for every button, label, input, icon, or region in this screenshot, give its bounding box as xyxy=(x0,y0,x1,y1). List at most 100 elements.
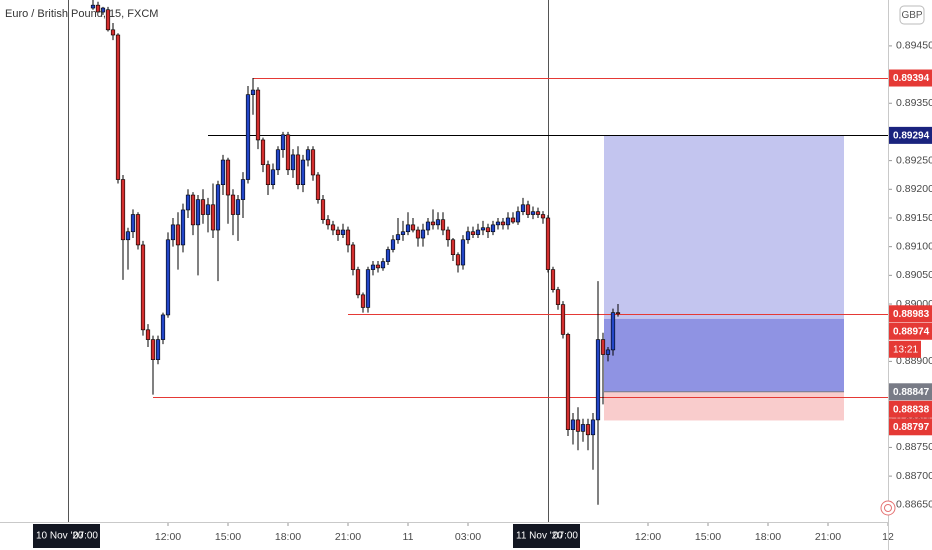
candle-body xyxy=(485,227,491,233)
candle-body xyxy=(285,134,291,171)
price-label-box xyxy=(889,69,932,87)
session-label-box xyxy=(513,524,580,548)
y-tick-label: 0.88750 xyxy=(896,441,932,453)
candle-body xyxy=(460,239,466,266)
candle-body xyxy=(605,349,611,355)
countdown-label: 13:21 xyxy=(893,344,918,355)
candle-body xyxy=(480,227,486,231)
candle-body xyxy=(585,424,591,436)
candle-body xyxy=(350,244,356,270)
candle-body xyxy=(595,339,601,421)
candle-body xyxy=(175,224,181,246)
x-tick-label: 18:00 xyxy=(275,531,301,543)
price-label-box xyxy=(889,322,932,340)
candle-body xyxy=(135,214,141,246)
price-label: 0.89394 xyxy=(893,73,930,84)
candle-body xyxy=(610,312,616,351)
candle-body xyxy=(445,229,451,241)
session-time: 07:00 xyxy=(73,531,98,542)
session-date: 11 Nov '20 xyxy=(516,531,563,542)
candle-body xyxy=(535,211,541,215)
candle-body xyxy=(400,231,406,235)
candle-body xyxy=(290,154,296,171)
candle-body xyxy=(110,29,116,36)
candle-body xyxy=(340,229,346,235)
candle-body xyxy=(565,334,571,430)
price-label: 0.88847 xyxy=(893,387,930,398)
candle-body xyxy=(160,314,166,340)
settings-icon-inner xyxy=(884,504,892,512)
countdown-box xyxy=(889,340,921,358)
x-tick-label: 18:00 xyxy=(755,531,781,543)
y-tick-label: 0.88900 xyxy=(896,355,932,367)
y-tick-label: 0.89150 xyxy=(896,212,932,224)
candle-body xyxy=(510,217,516,223)
candle-body xyxy=(310,149,316,176)
candle-body xyxy=(280,134,286,151)
candle-body xyxy=(490,224,496,233)
x-tick-label: 21:00 xyxy=(335,531,361,543)
plot-area xyxy=(68,0,888,522)
currency-label: GBP xyxy=(901,10,922,21)
candle-body xyxy=(125,231,131,241)
candle-body xyxy=(215,184,221,231)
y-tick-label: 0.89450 xyxy=(896,40,932,52)
x-tick-label: 12:00 xyxy=(635,531,661,543)
price-label-box xyxy=(889,400,932,418)
candle-body xyxy=(570,419,576,430)
candle-body xyxy=(250,89,256,95)
candle-body xyxy=(500,221,506,226)
price-label: 0.88838 xyxy=(893,404,930,415)
candle-body xyxy=(450,239,456,255)
candle-body xyxy=(260,139,266,165)
candle-body xyxy=(530,211,536,215)
price-label: 0.89294 xyxy=(893,131,930,142)
candle-body xyxy=(600,339,606,355)
currency-badge[interactable] xyxy=(899,5,925,25)
candle-body xyxy=(270,169,276,186)
settings-icon[interactable] xyxy=(880,500,896,516)
candle-body xyxy=(440,219,446,231)
candle-body xyxy=(330,224,336,231)
candle-body xyxy=(575,419,581,432)
session-date: 10 Nov '20 xyxy=(36,531,84,542)
candle-body xyxy=(355,269,361,296)
chart-title: Euro / British Pound, 15, FXCM xyxy=(5,8,158,20)
candle-body xyxy=(470,231,476,235)
candle-body xyxy=(105,9,111,31)
candle-body xyxy=(430,221,436,226)
price-label-box xyxy=(889,383,932,401)
candle-body xyxy=(100,7,106,13)
candle-body xyxy=(315,174,321,200)
candle-body xyxy=(155,339,161,360)
y-tick-label: 0.89350 xyxy=(896,97,932,109)
price-label-box xyxy=(889,418,932,436)
candle-body xyxy=(420,229,426,239)
candle-body xyxy=(495,221,501,226)
candle-body xyxy=(590,419,596,436)
candle-body xyxy=(265,164,271,186)
candle-body xyxy=(170,224,176,241)
price-label: 0.88974 xyxy=(893,326,930,337)
candle-body xyxy=(390,239,396,250)
candle-body xyxy=(385,249,391,262)
candle-body xyxy=(130,214,136,233)
candle-body xyxy=(220,159,226,186)
x-tick-label: 15:00 xyxy=(695,531,721,543)
candle-body xyxy=(365,269,371,308)
x-tick-label: 15:00 xyxy=(215,531,241,543)
candle-body xyxy=(375,264,381,269)
candle-body xyxy=(255,89,261,141)
x-tick-label: 03:00 xyxy=(455,531,481,543)
candle-body xyxy=(205,204,211,215)
candle-body xyxy=(90,4,96,9)
candle-body xyxy=(145,329,151,340)
candle-body xyxy=(540,214,546,219)
candle-body xyxy=(545,217,551,270)
candle-body xyxy=(520,204,526,212)
candle-body xyxy=(415,229,421,239)
candle-body xyxy=(475,229,481,235)
candle-body xyxy=(410,224,416,231)
y-tick-label: 0.89250 xyxy=(896,154,932,166)
